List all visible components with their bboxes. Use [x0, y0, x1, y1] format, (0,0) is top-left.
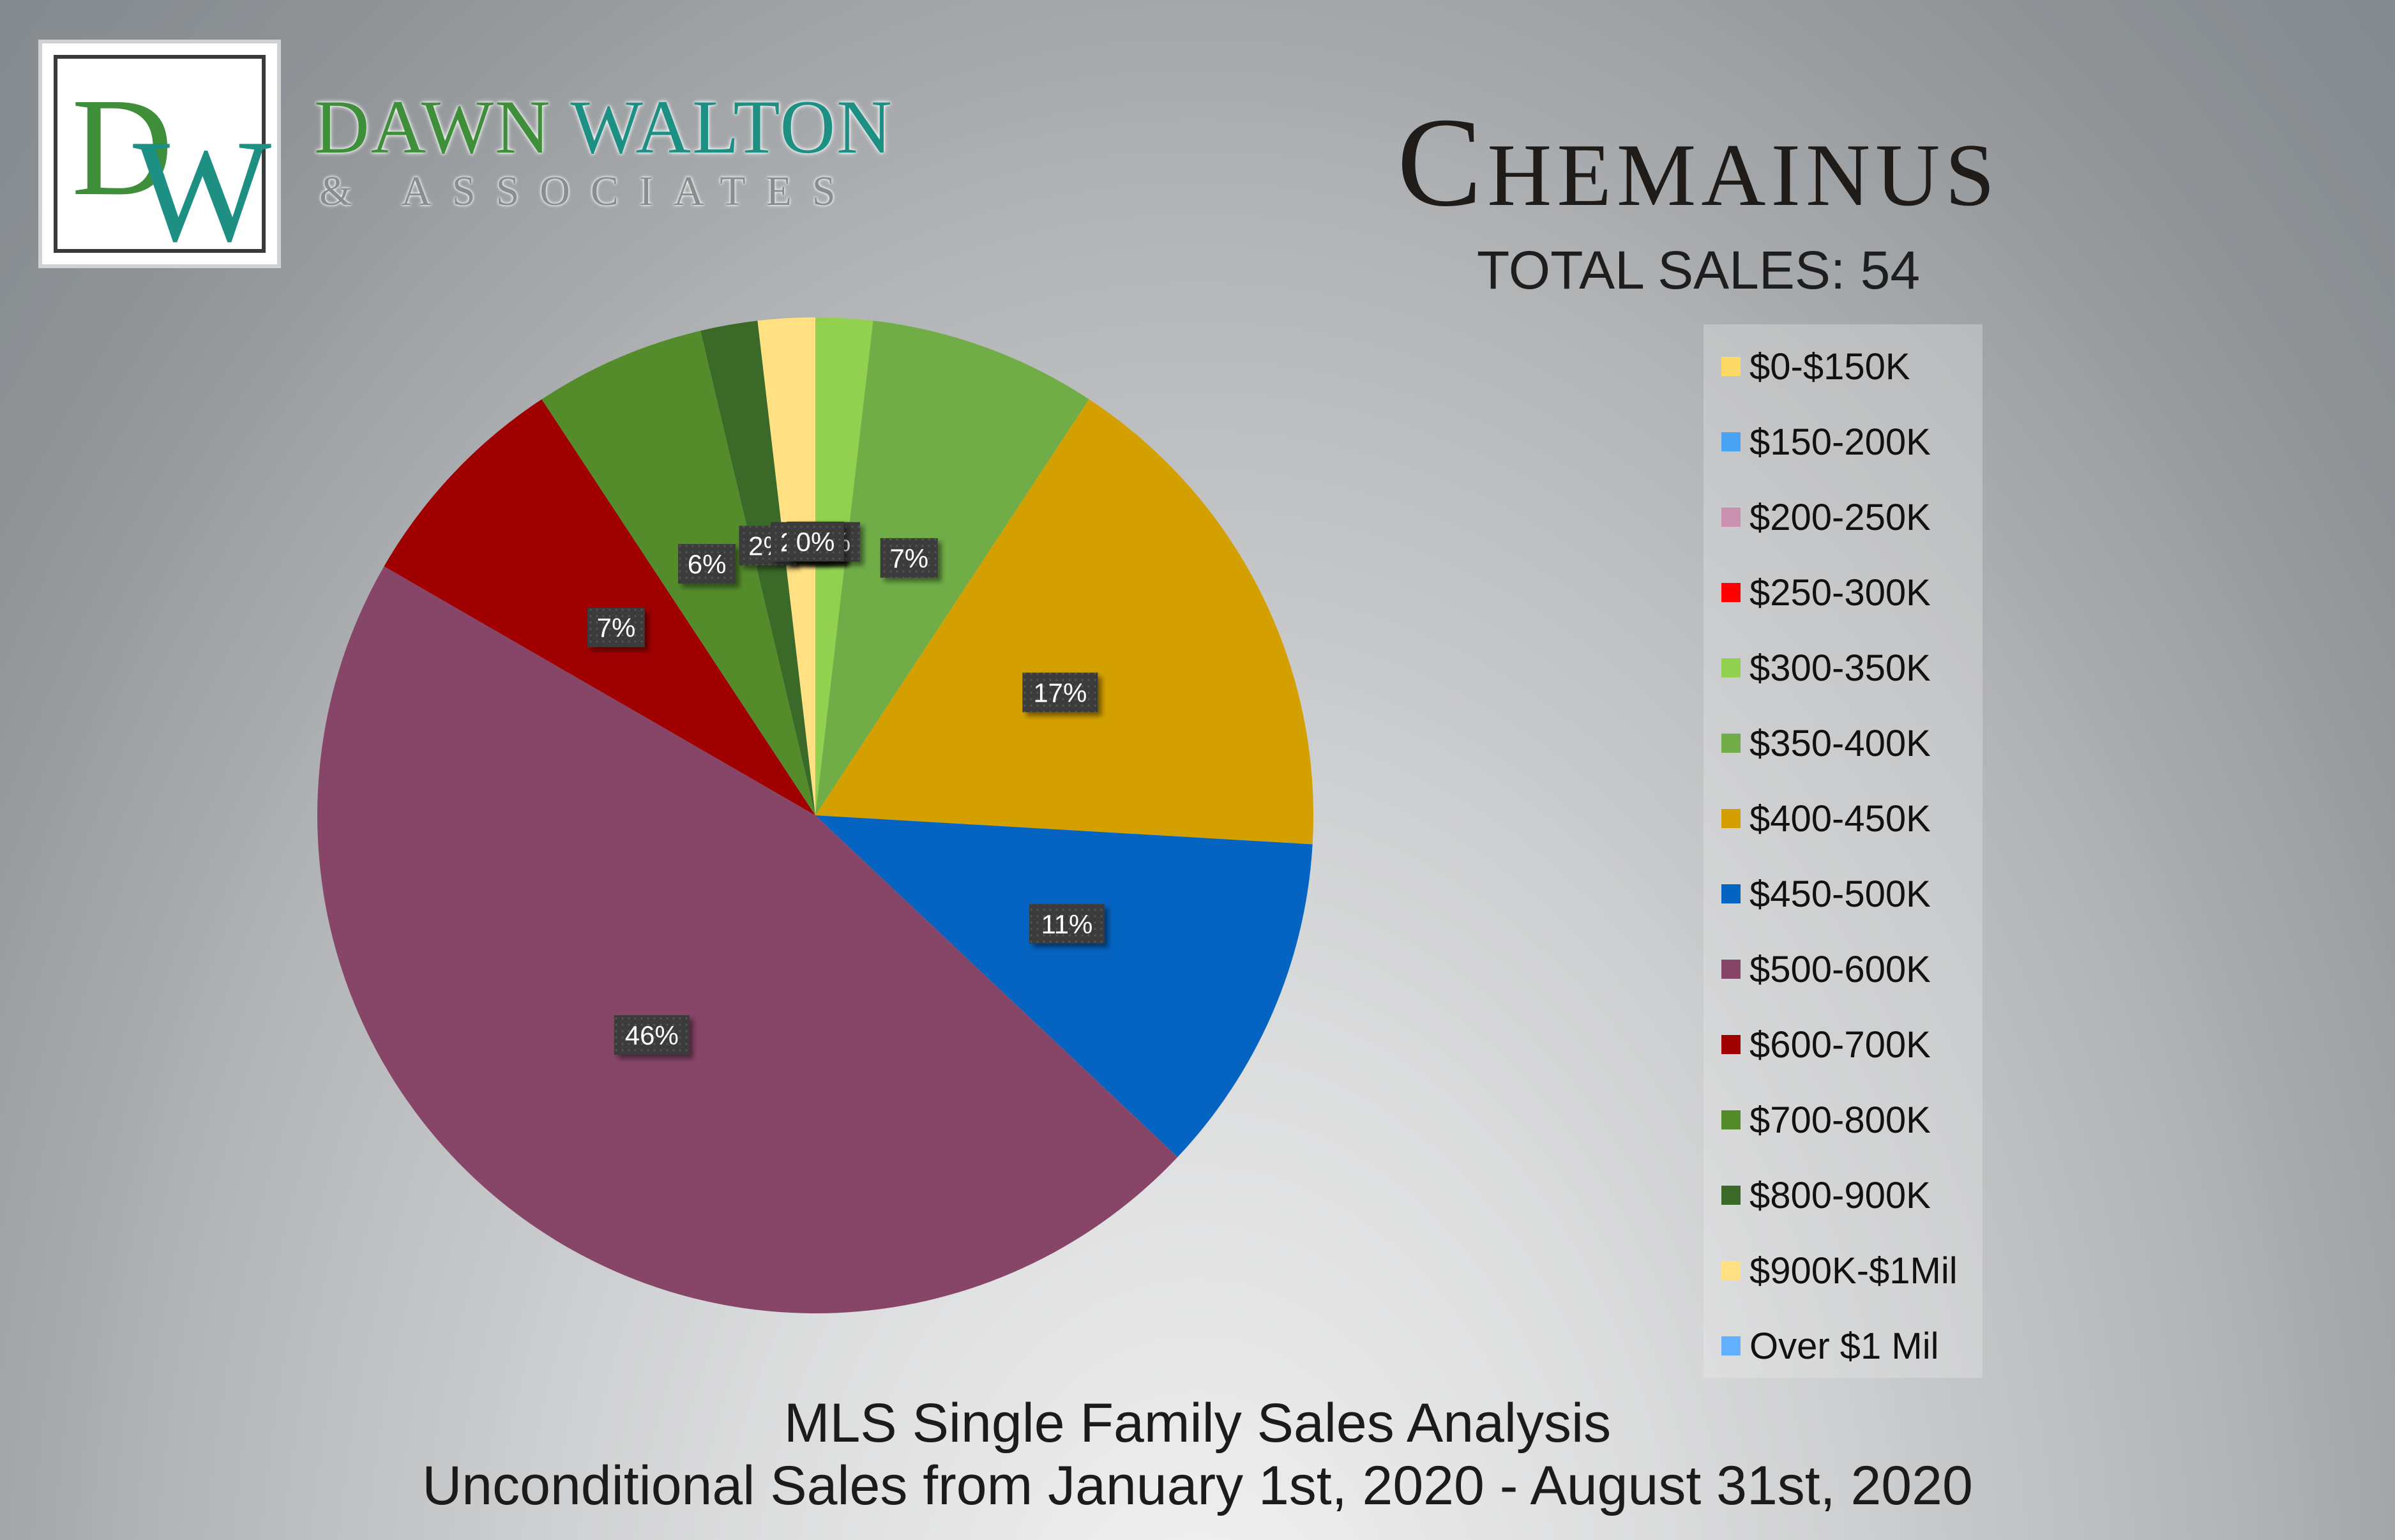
- pie-label-box: [880, 538, 938, 578]
- logo-frame: D W: [54, 55, 271, 264]
- legend-item: $500-600K: [1721, 944, 1931, 995]
- pie-label-box: [787, 522, 844, 561]
- pie-slice-400-450k: [815, 399, 1313, 845]
- legend-label: $800-900K: [1749, 1174, 1931, 1216]
- brand-subtitle: & ASSOCIATES: [319, 168, 856, 215]
- pie-slice-600-700k: [384, 399, 815, 815]
- footer-title: MLS Single Family Sales Analysis: [783, 1393, 1612, 1454]
- legend-item: $600-700K: [1721, 1019, 1931, 1070]
- legend-label: $200-250K: [1749, 496, 1931, 538]
- pie-label-box: [614, 1015, 690, 1055]
- legend-swatch: [1721, 1261, 1741, 1280]
- pie-slice-450-500k: [815, 815, 1313, 1158]
- legend-item: $150-200K: [1721, 416, 1931, 467]
- pie-slice-900k-1mil: [757, 317, 815, 815]
- pie-label-text: 6%: [688, 549, 727, 579]
- pie-label-text: 0%: [796, 527, 835, 557]
- legend-label: $900K-$1Mil: [1749, 1249, 1958, 1292]
- legend-swatch: [1721, 357, 1741, 376]
- pie-labels: 0%0%0%0%2%7%17%11%46%7%6%2%2%0%: [587, 522, 1105, 1055]
- logo: D W: [38, 40, 281, 268]
- pie-label-450-500k: 11%: [1029, 903, 1105, 944]
- pie-label-box: [1029, 903, 1105, 944]
- total-sales: TOTAL SALES: 54: [1476, 240, 1921, 300]
- pie-label-350-400k: 7%: [880, 538, 938, 578]
- legend-swatch: [1721, 1035, 1741, 1054]
- legend-item: $350-400K: [1721, 718, 1931, 769]
- footer-subtitle: Unconditional Sales from January 1st, 20…: [422, 1455, 1973, 1516]
- legend-label: $700-800K: [1749, 1099, 1931, 1141]
- legend-item: $250-300K: [1721, 567, 1931, 618]
- pie-label-text: 17%: [1033, 677, 1087, 707]
- legend-swatch: [1721, 1186, 1741, 1205]
- pie-label-600-700k: 7%: [587, 607, 645, 647]
- pie-label-text: 11%: [1041, 909, 1092, 939]
- pie-label-700-800k: 6%: [678, 544, 736, 584]
- legend-label: $0-$150K: [1749, 345, 1910, 388]
- pie-label-text: 7%: [597, 613, 636, 643]
- pie-label-box: [587, 607, 645, 647]
- pie-slice-500-600k: [317, 566, 1178, 1314]
- legend-swatch: [1721, 583, 1741, 602]
- pie-label-text: 46%: [625, 1020, 679, 1050]
- legend-label: $350-400K: [1749, 722, 1931, 764]
- pie-label-box: [1022, 672, 1098, 713]
- legend-label: $150-200K: [1749, 421, 1931, 463]
- chart-legend: $0-$150K $150-200K $200-250K $250-300K $300-…: [1704, 324, 1983, 1378]
- legend-item: $700-800K: [1721, 1094, 1931, 1145]
- pie-slice-800-900k: [700, 321, 815, 816]
- legend-label: $450-500K: [1749, 873, 1931, 915]
- legend-item: Over $1 Mil: [1721, 1320, 1939, 1371]
- pie-slice-350-400k: [815, 321, 1089, 816]
- legend-label: $500-600K: [1749, 948, 1931, 990]
- legend-swatch: [1721, 734, 1741, 753]
- legend-swatch: [1721, 960, 1741, 979]
- legend-swatch: [1721, 884, 1741, 903]
- brand-name-last: WALTON: [570, 84, 893, 169]
- legend-item: $300-350K: [1721, 642, 1931, 693]
- pie-label-box: [678, 544, 736, 584]
- logo-letter-w: W: [133, 109, 272, 272]
- brand-name-first: DAWN: [314, 84, 552, 169]
- pie-slice-300-350k: [815, 317, 873, 815]
- legend-item: $200-250K: [1721, 492, 1931, 543]
- legend-swatch: [1721, 658, 1741, 677]
- pie-label-400-450k: 17%: [1022, 672, 1098, 713]
- legend-swatch: [1721, 1336, 1741, 1355]
- pie-slices: [317, 317, 1313, 1314]
- city-title: Chemainus: [1396, 92, 2000, 233]
- legend-label: $600-700K: [1749, 1023, 1931, 1066]
- legend-swatch: [1721, 508, 1741, 527]
- legend-item: $400-450K: [1721, 793, 1931, 844]
- legend-item: $900K-$1Mil: [1721, 1245, 1958, 1296]
- legend-label: $250-300K: [1749, 571, 1931, 614]
- legend-item: $450-500K: [1721, 868, 1931, 919]
- legend-item: $800-900K: [1721, 1170, 1931, 1221]
- legend-swatch: [1721, 1110, 1741, 1129]
- legend-swatch: [1721, 809, 1741, 828]
- legend-swatch: [1721, 432, 1741, 451]
- pie-label-over-1-mil: 0%: [787, 522, 844, 561]
- legend-label: $400-450K: [1749, 797, 1931, 840]
- legend-label: $300-350K: [1749, 647, 1931, 689]
- legend-label: Over $1 Mil: [1749, 1325, 1939, 1367]
- pie-label-text: 7%: [889, 543, 928, 573]
- legend-item: $0-$150K: [1721, 341, 1910, 392]
- brand-name: DAWN WALTON: [314, 83, 893, 171]
- logo-letter-d: D: [72, 69, 173, 225]
- pie-label-500-600k: 46%: [614, 1015, 690, 1055]
